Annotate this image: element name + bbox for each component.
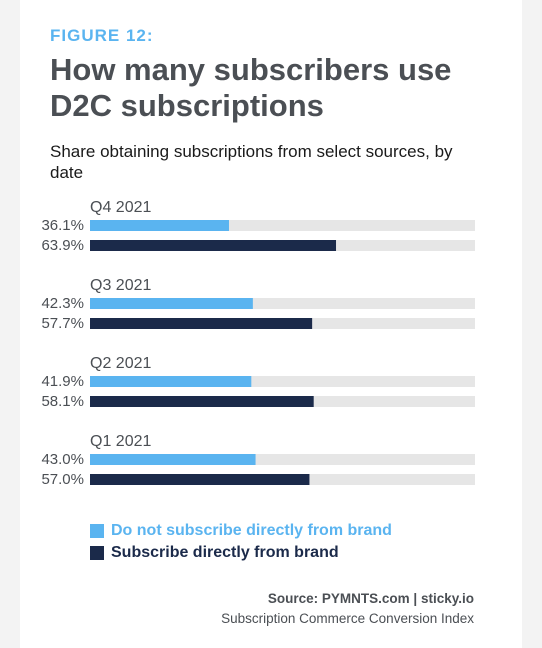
bar-track <box>90 454 475 465</box>
bar <box>90 474 310 485</box>
chart-subtitle: Share obtaining subscriptions from selec… <box>50 142 453 182</box>
source-main: Source: PYMNTS.com | sticky.io <box>267 591 474 606</box>
data-label: 43.0% <box>41 451 84 468</box>
chart-title: How many subscribers use D2C subscriptio… <box>50 52 452 123</box>
bar-track <box>90 298 475 309</box>
legend-swatch-direct <box>90 546 104 560</box>
data-label: 41.9% <box>41 373 84 390</box>
category-label: Q2 2021 <box>90 355 151 372</box>
source-sub: Subscription Commerce Conversion Index <box>221 611 474 626</box>
legend-item-not-direct: Do not subscribe directly from brand <box>90 520 392 542</box>
source-note: Source: PYMNTS.com | sticky.io Subscript… <box>221 589 474 629</box>
category-label: Q3 2021 <box>90 277 151 294</box>
legend: Do not subscribe directly from brand Sub… <box>90 520 392 564</box>
data-label: 57.7% <box>41 315 84 332</box>
bar-track <box>90 376 475 387</box>
category-label: Q1 2021 <box>90 433 151 450</box>
data-label: 36.1% <box>41 217 84 234</box>
bar-track <box>90 220 475 231</box>
bar <box>90 240 337 251</box>
legend-swatch-not-direct <box>90 524 104 538</box>
bar <box>90 454 256 465</box>
bar <box>90 376 252 387</box>
figure-card: FIGURE 12: How many subscribers use D2C … <box>20 0 522 648</box>
data-label: 63.9% <box>41 237 84 254</box>
legend-label-direct: Subscribe directly from brand <box>111 544 339 561</box>
data-label: 42.3% <box>41 295 84 312</box>
bar <box>90 298 253 309</box>
legend-label-not-direct: Do not subscribe directly from brand <box>111 522 392 539</box>
legend-item-direct: Subscribe directly from brand <box>90 542 392 564</box>
bar <box>90 318 313 329</box>
figure-label: FIGURE 12: <box>50 26 154 45</box>
data-label: 57.0% <box>41 471 84 488</box>
data-label: 58.1% <box>41 393 84 410</box>
category-label: Q4 2021 <box>90 199 151 216</box>
bar-chart: Q4 2021 36.1% 63.9% Q3 2021 42.3% 57.7% Q2 202… <box>41 199 475 488</box>
bar <box>90 220 229 231</box>
bar <box>90 396 314 407</box>
